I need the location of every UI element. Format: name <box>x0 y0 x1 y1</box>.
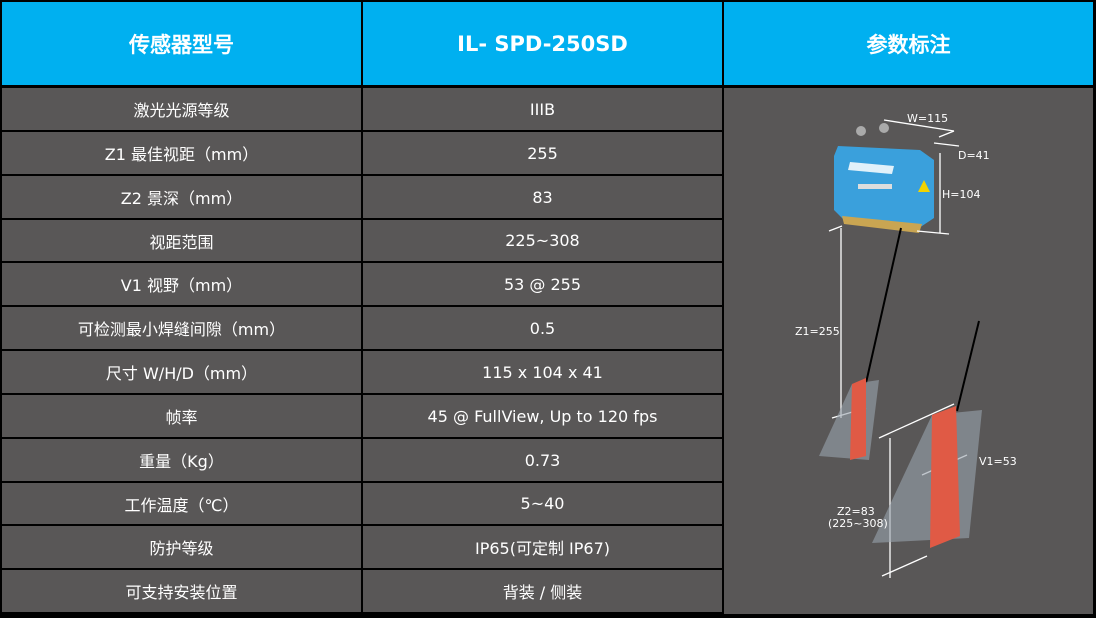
spec-label: Z1 最佳视距（mm） <box>2 132 361 174</box>
spec-label: 重量（Kg） <box>2 439 361 481</box>
sensor-diagram: W=115 D=41 H=104 Z1=255 V1=53 Z2=83 (225… <box>724 88 1093 614</box>
spec-value: 5~40 <box>363 483 722 524</box>
header-parameter-annotation: 参数标注 <box>724 2 1093 85</box>
spec-value: IP65(可定制 IP67) <box>363 526 722 568</box>
spec-label: 激光光源等级 <box>2 88 361 130</box>
spec-label: 工作温度（℃） <box>2 483 361 524</box>
z1-label: Z1=255 <box>795 325 840 338</box>
spec-value: 0.5 <box>363 307 722 349</box>
spec-value: 83 <box>363 176 722 218</box>
spec-label: V1 视野（mm） <box>2 263 361 305</box>
spec-label: 视距范围 <box>2 220 361 261</box>
spec-label: Z2 景深（mm） <box>2 176 361 218</box>
spec-value: 225~308 <box>363 220 722 261</box>
spec-value: 背装 / 侧装 <box>363 570 722 612</box>
header-model-number: IL- SPD-250SD <box>363 2 722 85</box>
spec-value: 53 @ 255 <box>363 263 722 305</box>
spec-label: 可支持安装位置 <box>2 570 361 612</box>
spec-label: 可检测最小焊缝间隙（mm） <box>2 307 361 349</box>
z2-range: (225~308) <box>828 517 888 530</box>
d-label: D=41 <box>958 149 990 162</box>
spec-label: 帧率 <box>2 395 361 437</box>
sensor-image <box>834 123 934 233</box>
spec-value: 255 <box>363 132 722 174</box>
w-label: W=115 <box>907 112 948 125</box>
spec-label: 防护等级 <box>2 526 361 568</box>
spec-value: IIIB <box>363 88 722 130</box>
header-sensor-model: 传感器型号 <box>2 2 361 85</box>
z2-label: Z2=83 <box>837 505 875 518</box>
h-label: H=104 <box>942 188 980 201</box>
spec-value: 115 x 104 x 41 <box>363 351 722 393</box>
spec-value: 45 @ FullView, Up to 120 fps <box>363 395 722 437</box>
spec-label: 尺寸 W/H/D（mm） <box>2 351 361 393</box>
v1-label: V1=53 <box>979 455 1017 468</box>
spec-value: 0.73 <box>363 439 722 481</box>
